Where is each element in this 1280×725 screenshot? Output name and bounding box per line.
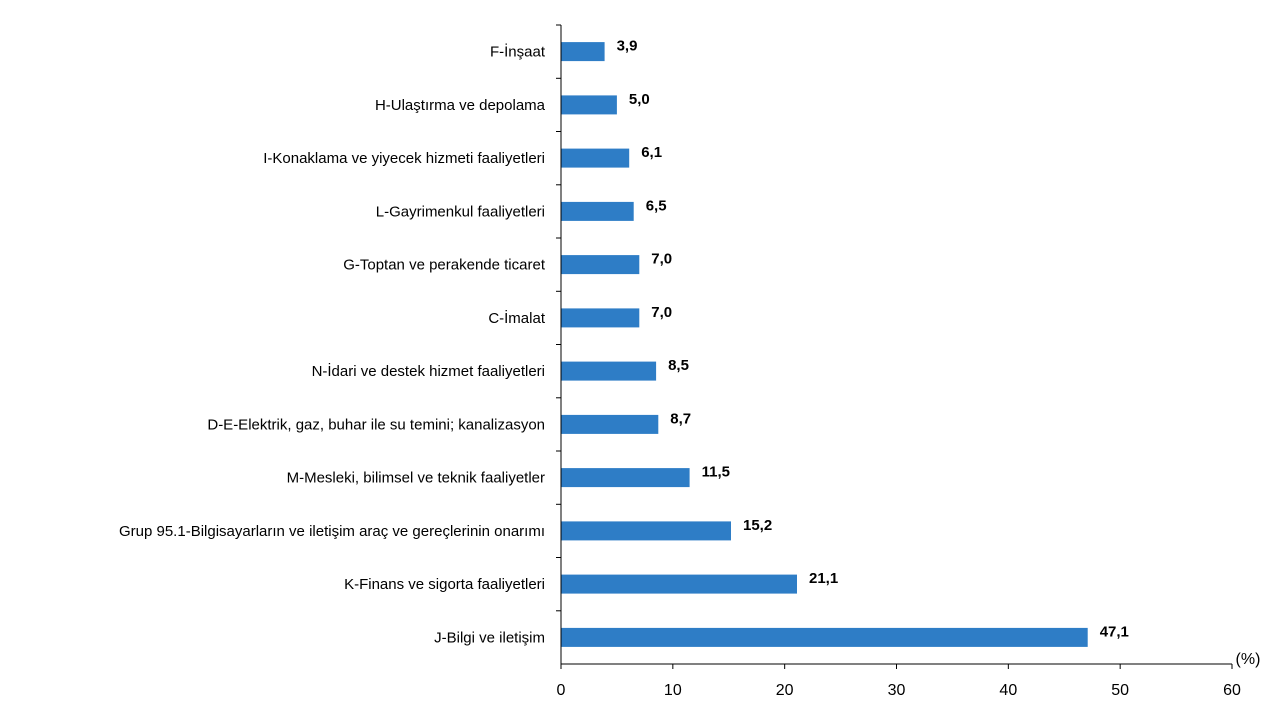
x-axis-unit-label: (%) <box>1236 651 1261 668</box>
bars-group <box>561 42 1088 647</box>
bar <box>561 95 617 115</box>
category-label: L-Gayrimenkul faaliyetleri <box>376 203 545 220</box>
value-label: 6,1 <box>641 144 662 161</box>
value-label: 47,1 <box>1100 623 1129 640</box>
x-tick-label: 50 <box>1111 682 1129 699</box>
bar <box>561 361 657 381</box>
category-label: F-İnşaat <box>490 43 546 61</box>
bar <box>561 574 797 594</box>
category-label: I-Konaklama ve yiyecek hizmeti faaliyetl… <box>263 150 545 167</box>
value-label: 15,2 <box>743 517 772 534</box>
x-tick-label: 30 <box>888 682 906 699</box>
value-label: 8,5 <box>668 357 689 374</box>
category-label: M-Mesleki, bilimsel ve teknik faaliyetle… <box>287 470 545 487</box>
value-label: 3,9 <box>617 38 638 55</box>
axes-group <box>556 24 1233 669</box>
x-tick-label: 0 <box>557 682 566 699</box>
x-tick-label: 40 <box>999 682 1017 699</box>
value-label: 8,7 <box>670 410 691 427</box>
category-label: C-İmalat <box>488 309 546 327</box>
bar <box>561 627 1088 647</box>
category-label: D-E-Elektrik, gaz, buhar ile su temini; … <box>207 416 545 433</box>
bar <box>561 414 659 434</box>
value-label: 11,5 <box>702 464 730 481</box>
x-tick-label: 60 <box>1223 682 1241 699</box>
x-tick-label: 10 <box>664 682 682 699</box>
category-label: Grup 95.1-Bilgisayarların ve iletişim ar… <box>119 523 545 540</box>
category-label: H-Ulaştırma ve depolama <box>375 97 546 114</box>
bar <box>561 468 690 488</box>
bar <box>561 255 640 275</box>
bar <box>561 521 731 541</box>
bar <box>561 308 640 328</box>
category-label: G-Toptan ve perakende ticaret <box>343 257 546 274</box>
category-label: J-Bilgi ve iletişim <box>434 629 545 646</box>
value-label: 5,0 <box>629 91 650 108</box>
labels-group: F-İnşaat 3,9 H-Ulaştırma ve depolama 5,0 I-K… <box>119 38 1260 699</box>
value-label: 7,0 <box>651 304 672 321</box>
category-label: K-Finans ve sigorta faaliyetleri <box>344 576 545 593</box>
value-label: 6,5 <box>646 197 667 214</box>
bar <box>561 42 605 62</box>
value-label: 21,1 <box>809 570 838 587</box>
value-label: 7,0 <box>651 251 672 268</box>
bar <box>561 148 630 168</box>
category-label: N-İdari ve destek hizmet faaliyetleri <box>312 362 545 380</box>
x-tick-label: 20 <box>776 682 794 699</box>
bar <box>561 201 634 221</box>
